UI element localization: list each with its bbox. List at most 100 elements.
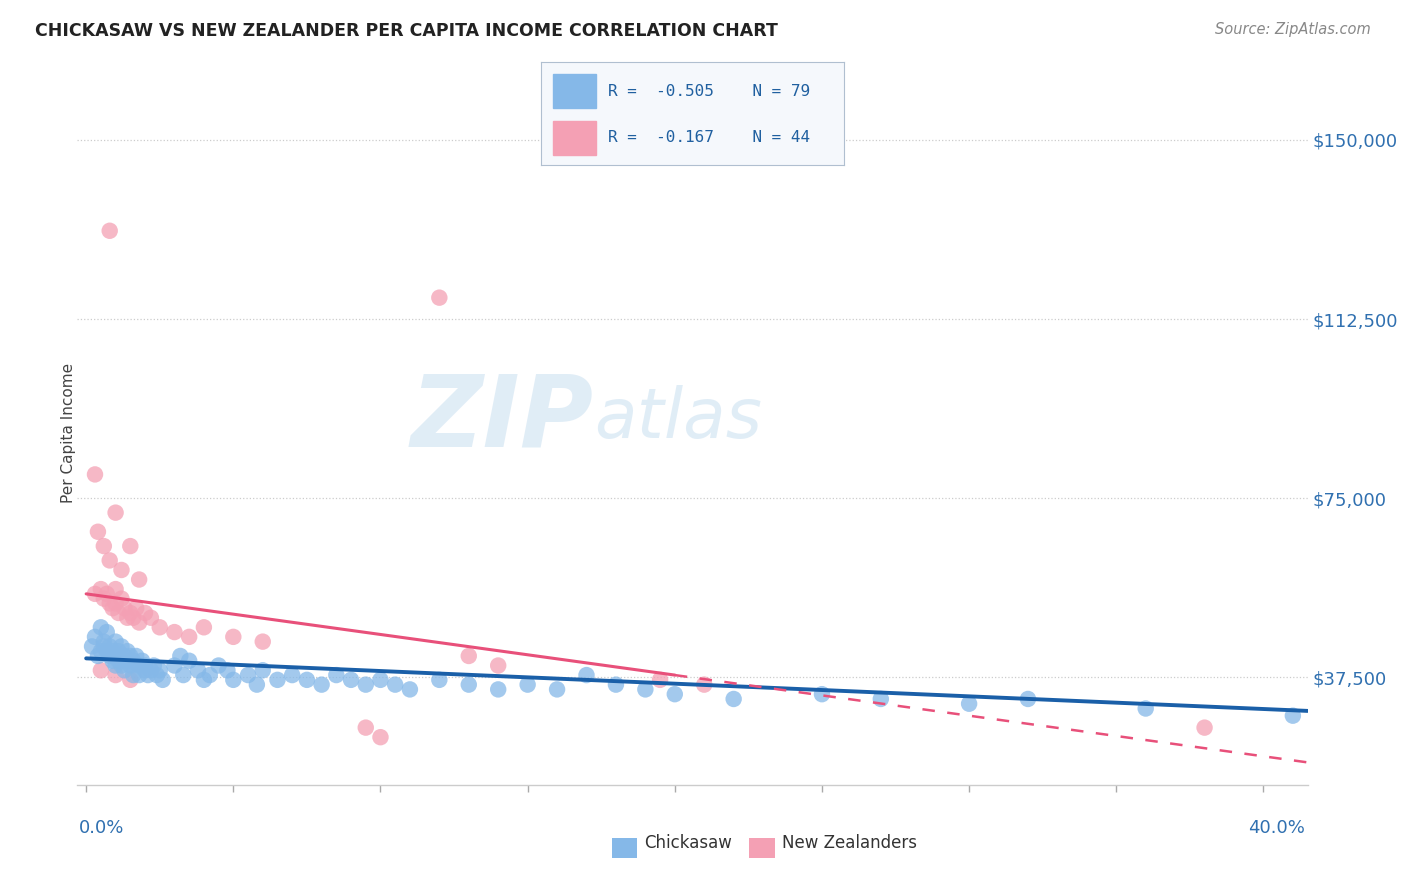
Point — [98, 640, 121, 654]
Point — [96, 587, 118, 601]
Point — [236, 668, 259, 682]
Point — [246, 678, 269, 692]
Point — [427, 673, 450, 687]
Point — [80, 640, 103, 654]
Point — [120, 673, 142, 687]
Point — [93, 640, 115, 654]
Point — [1194, 721, 1216, 735]
Point — [207, 658, 229, 673]
Point — [107, 606, 129, 620]
Point — [664, 687, 686, 701]
Point — [252, 663, 274, 677]
Point — [128, 658, 150, 673]
Point — [427, 291, 450, 305]
Point — [125, 601, 148, 615]
Point — [110, 563, 132, 577]
Point — [222, 630, 245, 644]
Point — [179, 654, 201, 668]
Point — [399, 682, 422, 697]
Point — [128, 668, 150, 682]
Point — [457, 678, 479, 692]
Point — [84, 467, 107, 482]
Point — [96, 625, 118, 640]
Point — [693, 678, 716, 692]
Point — [90, 582, 112, 596]
Point — [163, 658, 186, 673]
Text: CHICKASAW VS NEW ZEALANDER PER CAPITA INCOME CORRELATION CHART: CHICKASAW VS NEW ZEALANDER PER CAPITA IN… — [35, 22, 778, 40]
Point — [96, 644, 118, 658]
Point — [648, 673, 671, 687]
Point — [222, 673, 245, 687]
Point — [516, 678, 538, 692]
Point — [281, 668, 304, 682]
Point — [112, 601, 135, 615]
Point — [98, 553, 121, 567]
Point — [93, 591, 115, 606]
Point — [104, 668, 127, 682]
Point — [605, 678, 627, 692]
Point — [117, 654, 139, 668]
Point — [142, 658, 165, 673]
Point — [1282, 708, 1305, 723]
Point — [131, 654, 153, 668]
Point — [217, 663, 239, 677]
Point — [134, 658, 156, 673]
Text: R =  -0.505    N = 79: R = -0.505 N = 79 — [607, 84, 810, 99]
Point — [340, 673, 363, 687]
Text: New Zealanders: New Zealanders — [782, 834, 917, 852]
Point — [104, 596, 127, 610]
Point — [90, 620, 112, 634]
Point — [295, 673, 318, 687]
Point — [104, 634, 127, 648]
Point — [252, 634, 274, 648]
Point — [112, 663, 135, 677]
Point — [634, 682, 657, 697]
Point — [139, 611, 162, 625]
Text: Source: ZipAtlas.com: Source: ZipAtlas.com — [1215, 22, 1371, 37]
Point — [169, 648, 191, 663]
Point — [87, 648, 110, 663]
Point — [146, 668, 169, 682]
Point — [266, 673, 288, 687]
Point — [87, 524, 110, 539]
Point — [193, 673, 215, 687]
Point — [457, 648, 479, 663]
Point — [117, 644, 139, 658]
Point — [187, 663, 209, 677]
Point — [179, 630, 201, 644]
Point — [811, 687, 834, 701]
Point — [149, 663, 172, 677]
Point — [163, 625, 186, 640]
Point — [90, 644, 112, 658]
Point — [110, 640, 132, 654]
Text: Chickasaw: Chickasaw — [644, 834, 731, 852]
Point — [1135, 701, 1157, 715]
Point — [957, 697, 980, 711]
Point — [311, 678, 333, 692]
Point — [152, 673, 174, 687]
Point — [107, 654, 129, 668]
Point — [98, 224, 121, 238]
Point — [104, 582, 127, 596]
Point — [120, 658, 142, 673]
Point — [122, 668, 145, 682]
Point — [370, 730, 392, 744]
Point — [128, 615, 150, 630]
Y-axis label: Per Capita Income: Per Capita Income — [62, 362, 76, 503]
Point — [110, 591, 132, 606]
Point — [354, 721, 377, 735]
Point — [120, 539, 142, 553]
Point — [93, 634, 115, 648]
Point — [134, 606, 156, 620]
Text: atlas: atlas — [595, 385, 762, 452]
Point — [136, 668, 159, 682]
Point — [98, 648, 121, 663]
Point — [101, 654, 124, 668]
Point — [193, 620, 215, 634]
Point — [486, 658, 509, 673]
Point — [101, 644, 124, 658]
Point — [120, 606, 142, 620]
Text: 0.0%: 0.0% — [79, 819, 124, 837]
Bar — [554, 121, 596, 155]
Point — [149, 620, 172, 634]
